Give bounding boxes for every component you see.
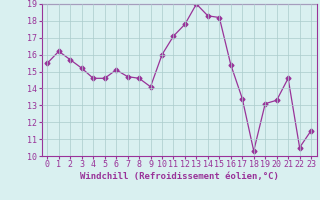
X-axis label: Windchill (Refroidissement éolien,°C): Windchill (Refroidissement éolien,°C) <box>80 172 279 181</box>
